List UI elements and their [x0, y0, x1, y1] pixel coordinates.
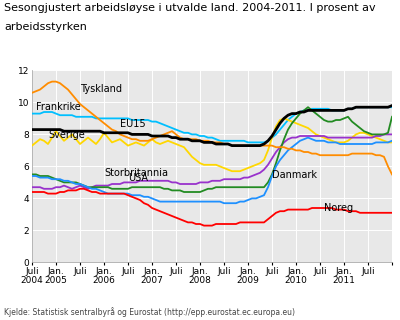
Text: Sesongjustert arbeidsløyse i utvalde land. 2004-2011. I prosent av: Sesongjustert arbeidsløyse i utvalde lan…	[4, 3, 376, 13]
Text: Storbritannia: Storbritannia	[104, 168, 168, 179]
Text: arbeidsstyrken: arbeidsstyrken	[4, 22, 87, 32]
Text: Sverige: Sverige	[48, 130, 85, 140]
Text: USA: USA	[128, 173, 148, 183]
Text: Noreg: Noreg	[324, 203, 353, 213]
Text: Kjelde: Statistisk sentralbyrå og Eurostat (http://epp.eurostat.ec.europa.eu): Kjelde: Statistisk sentralbyrå og Eurost…	[4, 307, 295, 317]
Text: EU15: EU15	[120, 119, 146, 129]
Text: Tyskland: Tyskland	[80, 84, 122, 93]
Text: Frankrike: Frankrike	[36, 102, 81, 112]
Text: Danmark: Danmark	[272, 170, 317, 180]
